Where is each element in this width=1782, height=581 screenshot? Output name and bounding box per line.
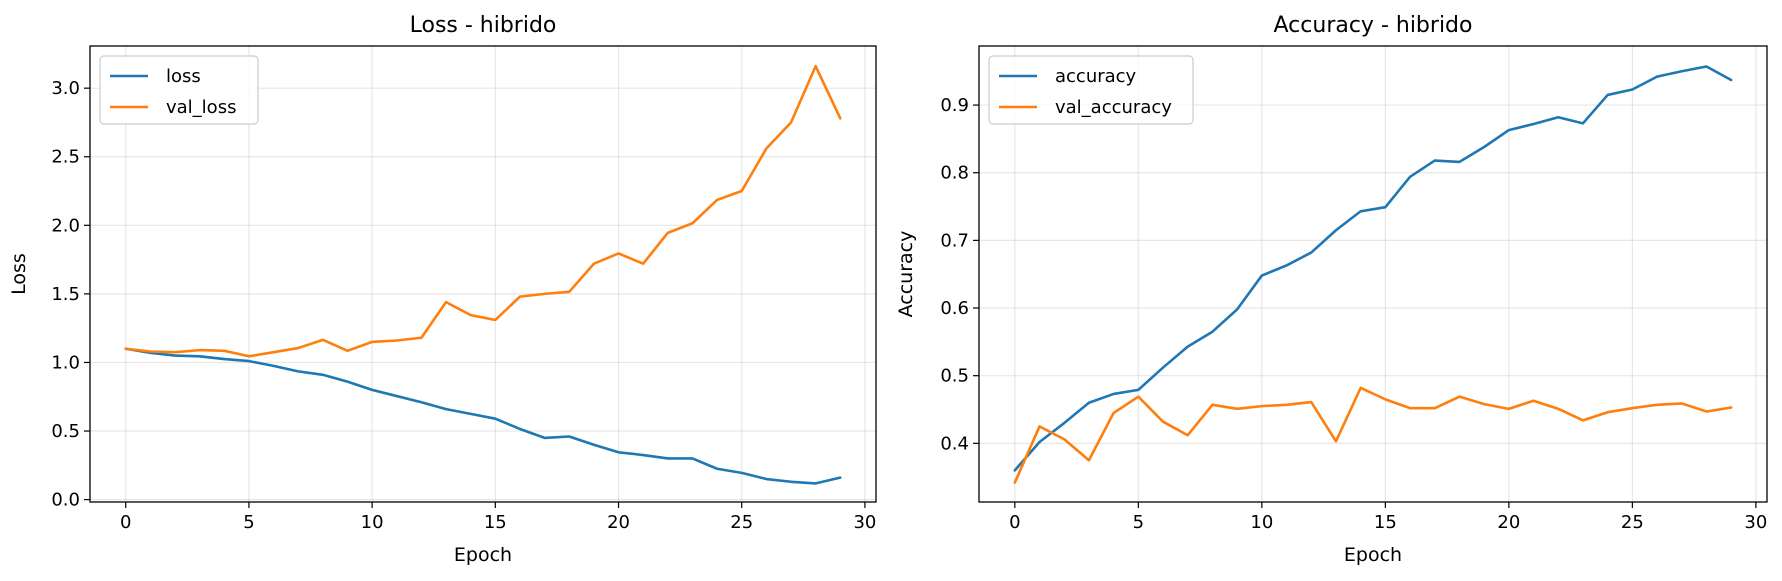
- x-tick-label: 30: [853, 512, 876, 533]
- series-line-loss: [124, 347, 842, 485]
- y-tick-label: 2.0: [51, 215, 80, 236]
- y-tick-label: 1.5: [51, 284, 80, 305]
- legend-label: val_accuracy: [1055, 97, 1172, 118]
- legend-label: accuracy: [1055, 66, 1137, 87]
- grid: [90, 46, 876, 502]
- x-tick-label: 5: [243, 512, 254, 533]
- series-line-accuracy: [1013, 65, 1733, 472]
- x-tick-label: 25: [730, 512, 753, 533]
- x-tick-label: 0: [1009, 512, 1020, 533]
- x-tick-label: 5: [1133, 512, 1144, 533]
- chart-title: Accuracy - hibrido: [1274, 13, 1473, 38]
- y-tick-label: 0.8: [940, 163, 969, 184]
- axes-frame: [89, 45, 877, 503]
- y-tick-label: 0.6: [940, 298, 969, 319]
- axes-frame: [978, 45, 1768, 503]
- legend-label: loss: [166, 66, 201, 87]
- legend: loss val_loss: [99, 55, 259, 125]
- y-axis-label: Loss: [8, 253, 30, 295]
- series-line-val-accuracy: [1013, 386, 1733, 484]
- x-tick-label: 15: [1374, 512, 1397, 533]
- x-tick-label: 20: [607, 512, 630, 533]
- y-tick-label: 1.0: [51, 352, 80, 373]
- y-tick-label: 2.5: [51, 147, 80, 168]
- legend-label: val_loss: [166, 97, 236, 118]
- x-tick-label: 10: [1250, 512, 1273, 533]
- legend-box: [988, 55, 1194, 125]
- loss-chart: 0 5 10 15 20 25 30 0.0 0.5 1.0 1.5 2.0 2.5 3.0 Loss - …: [8, 13, 877, 566]
- y-tick-label: 0.5: [51, 421, 80, 442]
- x-axis-label: Epoch: [1344, 544, 1402, 566]
- series-line-val-loss: [124, 64, 842, 358]
- y-tick-label: 0.7: [940, 230, 969, 251]
- x-tick-label: 15: [484, 512, 507, 533]
- legend: accuracy val_accuracy: [988, 55, 1194, 125]
- y-tick-label: 0.5: [940, 366, 969, 387]
- y-tick-label: 0.0: [51, 490, 80, 511]
- x-tick-label: 30: [1744, 512, 1767, 533]
- x-tick-label: 20: [1497, 512, 1520, 533]
- y-axis-label: Accuracy: [895, 231, 917, 318]
- x-tick-label: 10: [361, 512, 384, 533]
- x-tick-label: 25: [1621, 512, 1644, 533]
- accuracy-chart: 0 5 10 15 20 25 30 0.4 0.5 0.6 0.7 0.8 0.9 Accuracy -…: [895, 13, 1768, 566]
- chart-title: Loss - hibrido: [410, 13, 557, 38]
- y-tick-label: 0.4: [940, 433, 969, 454]
- x-tick-label: 0: [120, 512, 131, 533]
- y-tick-label: 3.0: [51, 78, 80, 99]
- y-tick-label: 0.9: [940, 95, 969, 116]
- x-axis-label: Epoch: [454, 544, 512, 566]
